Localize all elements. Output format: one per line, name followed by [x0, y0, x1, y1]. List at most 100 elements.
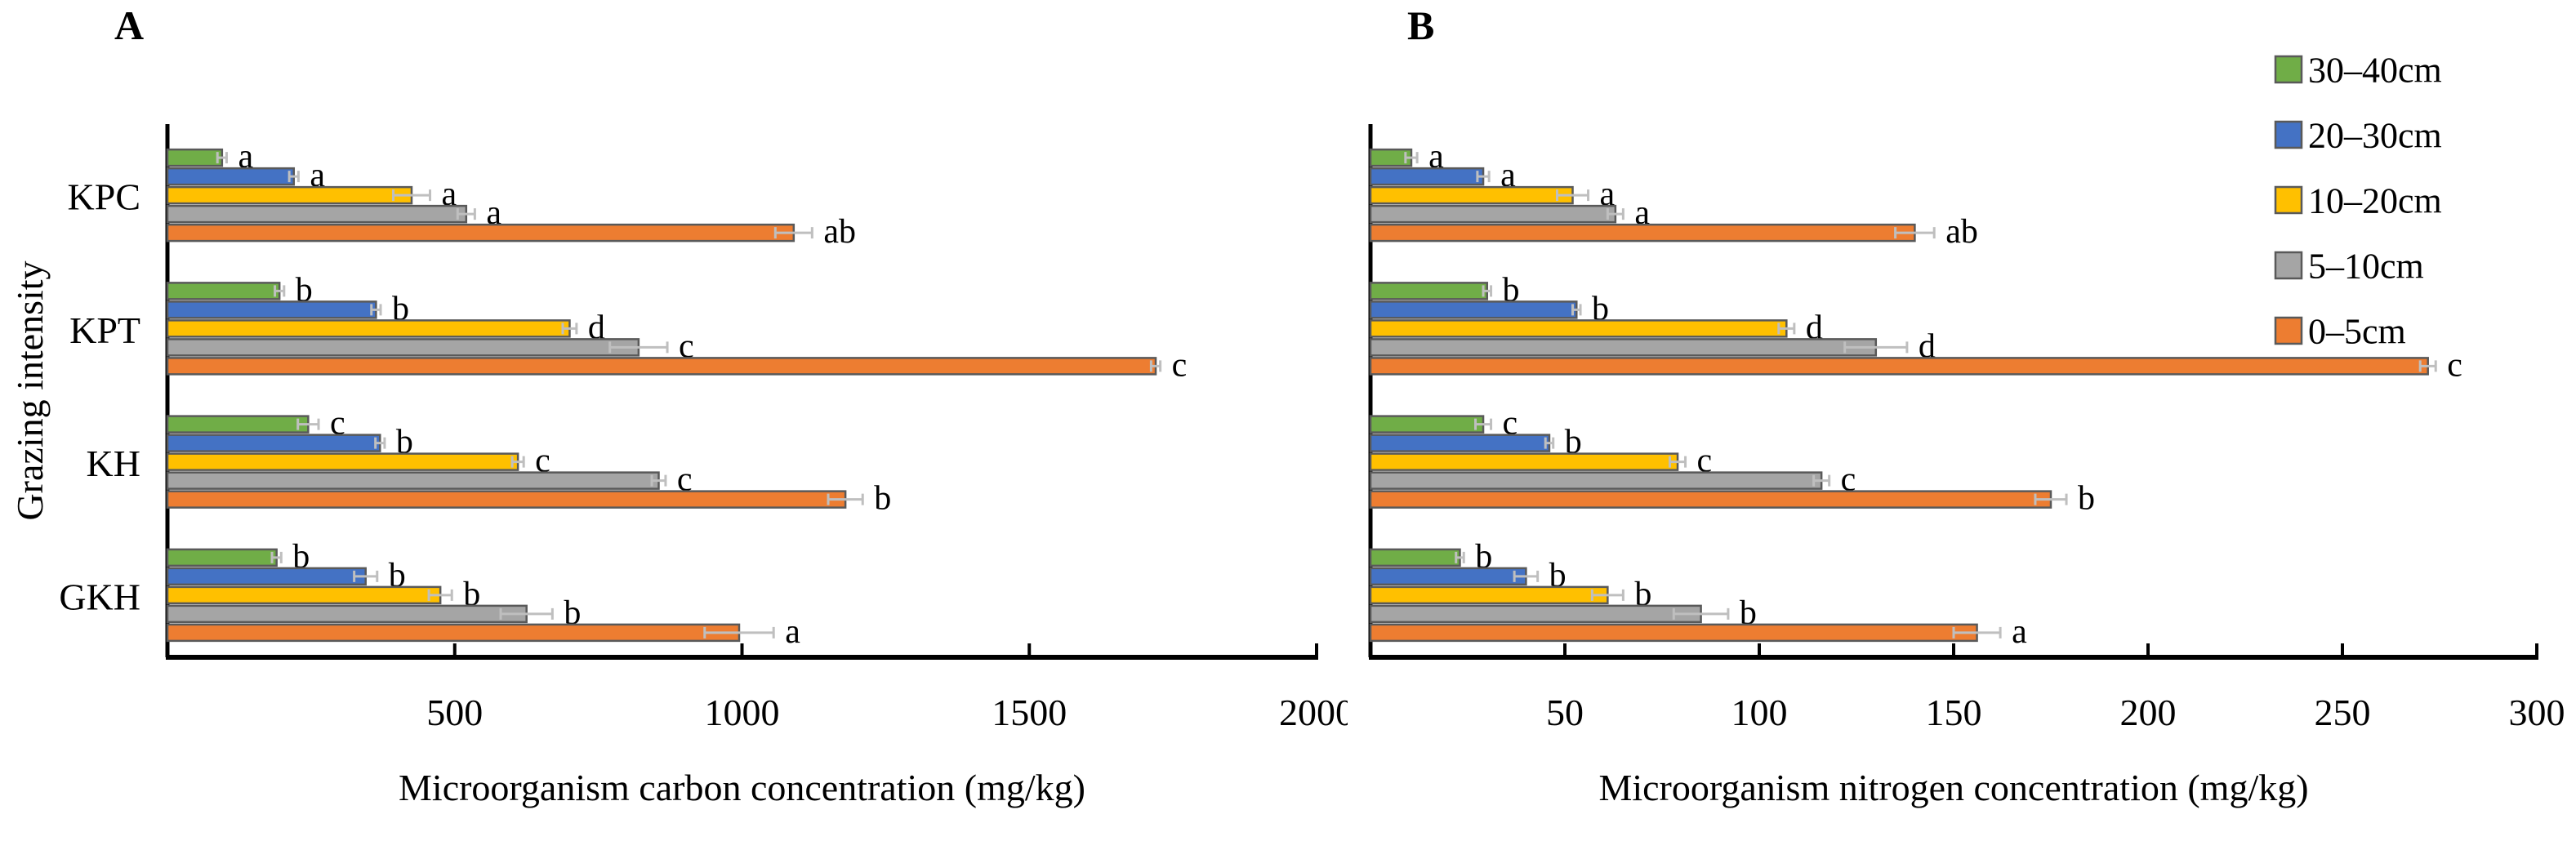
error-bar: [1476, 171, 1491, 183]
legend-label: 30–40cm: [2308, 50, 2442, 90]
significance-letter: c: [330, 405, 345, 443]
error-bar: [270, 551, 283, 563]
error-bar: [1455, 551, 1465, 563]
legend-swatch-10–20cm: [2274, 185, 2303, 215]
panel-b-nitrogen-chart: B 50 100 150 200 250 300 Microorganism nitrogen…: [1368, 2, 2565, 808]
legend-swatch-0–5cm: [2274, 316, 2303, 345]
significance-letter: a: [1634, 194, 1650, 232]
significance-letter: d: [588, 309, 605, 346]
significance-letter: b: [564, 594, 581, 632]
error-bar: [274, 285, 286, 297]
bar-B-KPT-0–5cm: [1369, 357, 2429, 376]
legend-label: 20–30cm: [2308, 115, 2442, 155]
error-bar: [1843, 341, 1909, 354]
significance-letter: a: [2012, 613, 2027, 651]
significance-letter: ab: [823, 213, 856, 251]
significance-letter: b: [2078, 480, 2095, 518]
significance-letter: c: [1841, 461, 1856, 499]
significance-letter: c: [535, 443, 550, 480]
bar-A-GKH-0–5cm: [166, 623, 741, 643]
error-bar: [1952, 626, 2002, 639]
error-bar: [1404, 152, 1419, 164]
significance-letter: b: [1503, 271, 1520, 309]
error-bar: [1590, 589, 1624, 601]
significance-letter: a: [441, 176, 457, 213]
significance-letter: a: [1600, 176, 1616, 213]
significance-letter: c: [1503, 405, 1518, 443]
legend-swatch-20–30cm: [2274, 120, 2303, 149]
x-tick-label: 50: [1546, 692, 1584, 733]
bar-A-GKH-10–20cm: [166, 585, 442, 605]
significance-letter: a: [238, 138, 253, 176]
error-bar: [2418, 360, 2437, 372]
error-bar: [650, 474, 667, 487]
x-tick-label: 500: [426, 692, 483, 733]
significance-letter: c: [1697, 443, 1713, 480]
error-bar: [1672, 607, 1730, 620]
significance-letter: b: [396, 424, 413, 461]
bar-B-KH-5–10cm: [1369, 471, 1823, 490]
significance-letter: b: [1592, 290, 1609, 327]
x-tick-label: 2000: [1279, 692, 1348, 733]
bar-B-GKH-10–20cm: [1369, 585, 1609, 605]
significance-letter: b: [292, 538, 310, 576]
bar-B-GKH-0–5cm: [1369, 623, 1978, 643]
bar-B-KH-20–30cm: [1369, 434, 1551, 452]
error-bar: [1812, 474, 1831, 487]
category-label: KH: [87, 443, 140, 484]
legend-label: 0–5cm: [2308, 311, 2406, 351]
error-bar: [1474, 418, 1493, 430]
significance-letter: a: [1428, 138, 1444, 176]
significance-letter: b: [296, 271, 313, 309]
error-bar: [561, 323, 578, 335]
significance-letter: b: [874, 480, 891, 518]
x-tick-label: 250: [2315, 692, 2371, 733]
bar-B-KPT-30–40cm: [1369, 282, 1489, 300]
bar-A-KH-5–10cm: [166, 471, 660, 490]
x-tick-label: 1000: [705, 692, 780, 733]
significance-letter: b: [1634, 576, 1651, 613]
bar-A-KH-0–5cm: [166, 490, 847, 509]
bar-B-KPC-20–30cm: [1369, 167, 1485, 186]
error-bar: [296, 418, 320, 430]
legend-label: 5–10cm: [2308, 246, 2424, 286]
significance-letter: c: [2447, 346, 2462, 384]
significance-letter: d: [1806, 309, 1823, 346]
panel-title: A: [114, 2, 144, 48]
bar-B-KPC-10–20cm: [1369, 185, 1574, 205]
legend-label: 10–20cm: [2308, 180, 2442, 220]
significance-letter: b: [389, 557, 406, 594]
error-bar: [1894, 227, 1936, 239]
error-bar: [1513, 570, 1540, 582]
x-axis-title: Microorganism nitrogen concentration (mg…: [1598, 767, 2308, 808]
bar-A-KPC-0–5cm: [166, 223, 796, 243]
error-bar: [370, 304, 382, 316]
bar-A-KPT-10–20cm: [166, 319, 571, 338]
bar-B-KPT-20–30cm: [1369, 300, 1578, 319]
bar-B-GKH-5–10cm: [1369, 604, 1702, 624]
significance-letter: c: [1172, 346, 1188, 384]
error-bar: [1606, 208, 1624, 220]
error-bar: [1482, 285, 1493, 297]
panel-a-carbon-chart: A 500 1000 1500 2000 Microorganism carbon con…: [9, 2, 1348, 808]
legend-swatch-5–10cm: [2274, 251, 2303, 280]
error-bar: [427, 589, 453, 601]
error-bar: [827, 493, 864, 505]
error-bar: [1555, 189, 1590, 202]
error-bar: [2034, 493, 2068, 505]
error-bar: [773, 227, 813, 239]
bar-A-KPT-5–10cm: [166, 338, 640, 357]
error-bar: [510, 456, 525, 468]
significance-letter: b: [463, 576, 480, 613]
error-bar: [374, 437, 386, 449]
x-tick-label: 150: [1926, 692, 1982, 733]
bar-A-KPT-0–5cm: [166, 357, 1157, 376]
error-bar: [1149, 360, 1162, 372]
error-bar: [456, 208, 476, 220]
x-axis-title: Microorganism carbon concentration (mg/k…: [399, 767, 1085, 808]
x-tick-label: 100: [1731, 692, 1788, 733]
bar-A-KH-20–30cm: [166, 434, 381, 452]
category-label: KPC: [68, 176, 140, 218]
bar-A-GKH-5–10cm: [166, 604, 528, 624]
